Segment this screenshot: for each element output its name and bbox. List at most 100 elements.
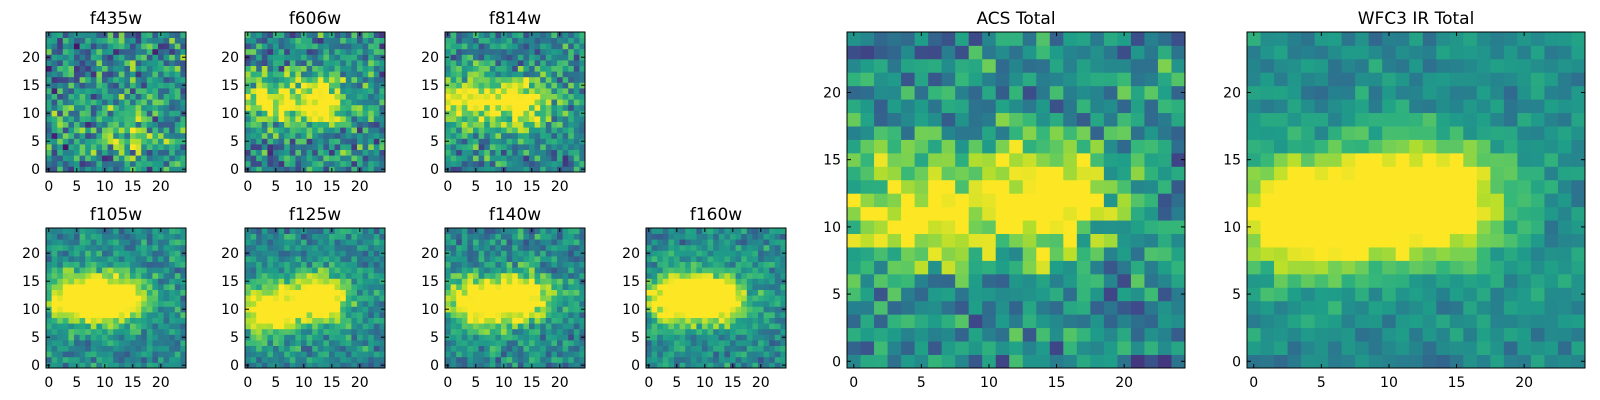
heatmap-cell: [107, 155, 114, 162]
heatmap-cell: [357, 306, 363, 313]
heatmap-cell: [368, 323, 375, 330]
heatmap-cell: [573, 244, 580, 251]
heatmap-cell: [284, 362, 291, 369]
heatmap-cell: [529, 295, 535, 302]
heatmap-cell: [301, 256, 307, 262]
heatmap-cell: [301, 138, 307, 145]
heatmap-cell: [102, 88, 108, 94]
heatmap-cell: [995, 354, 1010, 369]
heatmap-cell: [373, 116, 380, 122]
heatmap-cell: [362, 93, 369, 100]
heatmap-cell: [914, 220, 929, 234]
heatmap-cell: [696, 239, 703, 246]
heatmap-cell: [267, 340, 274, 346]
heatmap-cell: [245, 144, 251, 150]
heatmap-cell: [562, 110, 569, 117]
heatmap-cell: [118, 300, 125, 307]
heatmap-cell: [250, 356, 257, 363]
heatmap-cell: [345, 104, 352, 111]
heatmap-cell: [124, 32, 131, 38]
heatmap-cell: [323, 127, 330, 134]
heatmap-cell: [690, 351, 697, 358]
heatmap-cell: [256, 32, 263, 38]
heatmap-cell: [130, 334, 136, 341]
heatmap-cell: [312, 116, 319, 122]
heatmap-cell: [724, 362, 731, 369]
heatmap-cell: [340, 54, 347, 61]
heatmap-cell: [545, 121, 552, 128]
heatmap-cell: [551, 43, 558, 50]
heatmap-cell: [690, 323, 697, 330]
heatmap-cell: [306, 149, 313, 156]
heatmap-cell: [517, 121, 524, 128]
heatmap-cell: [1049, 233, 1064, 248]
heatmap-cell: [85, 37, 92, 44]
panel-title: f435w: [90, 9, 142, 29]
heatmap-cell: [174, 32, 181, 38]
heatmap-cell: [473, 300, 479, 307]
heatmap-cell: [174, 138, 181, 145]
heatmap-cell: [707, 334, 714, 341]
heatmap-cell: [340, 104, 347, 111]
heatmap-cell: [741, 362, 748, 369]
heatmap-cell: [445, 312, 451, 318]
heatmap-cell: [51, 284, 58, 290]
heatmap-cell: [450, 261, 457, 268]
heatmap-cell: [62, 256, 69, 262]
heatmap-cell: [657, 250, 664, 257]
heatmap-cell: [489, 334, 496, 341]
heatmap-cell: [323, 121, 330, 128]
heatmap-cell: [357, 295, 363, 302]
heatmap-cell: [523, 289, 530, 296]
heatmap-cell: [357, 71, 363, 78]
heatmap-cell: [57, 284, 64, 290]
heatmap-cell: [551, 155, 558, 162]
heatmap-cell: [85, 261, 92, 268]
heatmap-cell: [169, 43, 176, 50]
x-tick-label: 0: [443, 179, 452, 195]
heatmap-cell: [501, 155, 507, 162]
heatmap-cell: [562, 99, 569, 106]
heatmap-cell: [107, 110, 114, 117]
heatmap-cell: [267, 250, 274, 257]
heatmap-cell: [506, 127, 513, 134]
heatmap-cell: [968, 273, 983, 288]
heatmap-cell: [289, 54, 296, 61]
heatmap-cell: [995, 152, 1010, 167]
heatmap-cell: [306, 295, 313, 302]
heatmap-cell: [1144, 179, 1159, 194]
heatmap-cell: [941, 341, 956, 355]
heatmap-cell: [46, 116, 52, 122]
y-tick-label: 20: [221, 246, 239, 262]
heatmap-cell: [517, 356, 524, 363]
heatmap-cell: [295, 32, 302, 38]
y-tick-label: 10: [421, 302, 439, 318]
heatmap-cell: [301, 60, 307, 66]
heatmap-cell: [163, 43, 170, 50]
heatmap-cell: [495, 300, 502, 307]
heatmap-cell: [46, 256, 52, 262]
heatmap-cell: [690, 328, 697, 335]
heatmap-cell: [573, 228, 580, 234]
heatmap-cell: [102, 317, 108, 324]
heatmap-cell: [289, 116, 296, 122]
heatmap-cell: [1009, 300, 1024, 315]
heatmap-cell: [295, 99, 302, 106]
heatmap-cell: [317, 362, 324, 369]
heatmap-cell: [306, 121, 313, 128]
heatmap-cell: [107, 233, 114, 240]
heatmap-cell: [250, 340, 257, 346]
heatmap-cell: [478, 132, 485, 139]
heatmap-cell: [317, 82, 324, 89]
heatmap-cell: [517, 155, 524, 162]
heatmap-cell: [982, 287, 997, 302]
heatmap-cell: [495, 272, 502, 279]
heatmap-cell: [955, 314, 970, 329]
heatmap-cell: [534, 250, 541, 257]
heatmap-cell: [534, 284, 541, 290]
heatmap-cell: [329, 121, 335, 128]
heatmap-cell: [484, 65, 491, 72]
heatmap-cell: [250, 127, 257, 134]
heatmap-cell: [473, 306, 479, 313]
heatmap-cell: [68, 328, 75, 335]
